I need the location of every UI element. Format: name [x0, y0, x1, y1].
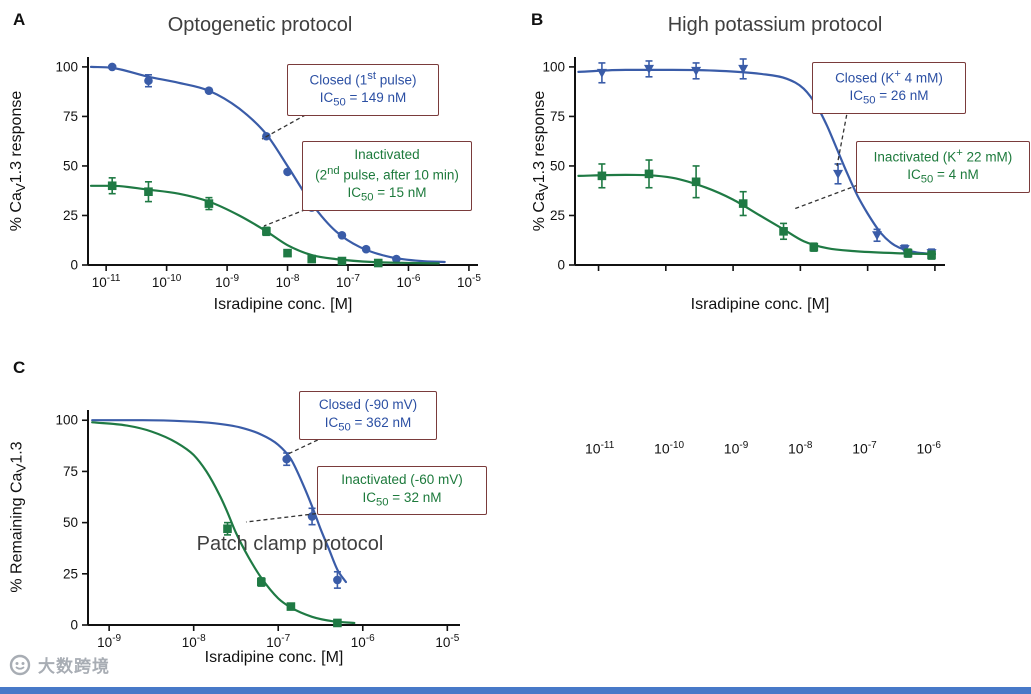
svg-text:50: 50	[550, 158, 565, 173]
panel-c-ylabel: % Remaining CaV1.3	[8, 441, 29, 593]
panel-label-c: C	[13, 358, 26, 377]
svg-text:10-6: 10-6	[351, 633, 375, 650]
svg-text:10-11: 10-11	[92, 273, 121, 290]
panel-high-potassium: 0 25 50 75 100 B High potassium protocol % C…	[515, 0, 1031, 352]
panel-a-title: Optogenetic protocol	[167, 14, 353, 36]
stray-tick-label: 10-9	[723, 440, 749, 457]
annotation-inactivated-minus60mv: Inactivated (-60 mV) IC50 = 32 nM	[317, 466, 487, 516]
stray-tick-label: 10-6	[916, 440, 941, 457]
svg-text:10-10: 10-10	[152, 273, 182, 290]
svg-text:10-5: 10-5	[457, 273, 481, 290]
stray-tick-label: 10-7	[852, 440, 877, 457]
panel-c-xlabel: Isradipine conc. [M]	[204, 649, 344, 666]
svg-text:10-8: 10-8	[276, 273, 300, 290]
svg-text:10-8: 10-8	[182, 633, 206, 650]
svg-text:25: 25	[550, 208, 565, 223]
stray-tick-label: 10-8	[788, 440, 813, 457]
annotation-closed-minus90mv: Closed (-90 mV) IC50 = 362 nM	[299, 391, 437, 441]
svg-text:100: 100	[542, 59, 565, 74]
stray-tick-label: 10-11	[585, 440, 615, 457]
footer-bar	[0, 687, 1031, 694]
watermark-logo-icon	[9, 654, 31, 675]
panel-patch-clamp: 10-9 10-8 10-7 10-6 10-5 0 25 50 75 100 C Patch c…	[0, 355, 515, 694]
watermark: 大数跨境	[8, 652, 110, 677]
svg-text:25: 25	[63, 566, 78, 581]
svg-text:0: 0	[70, 618, 78, 633]
watermark-text: 大数跨境	[38, 657, 110, 676]
svg-text:25: 25	[63, 208, 78, 223]
annotation-inactivated-2nd-pulse: Inactivated (2nd pulse, after 10 min) IC50…	[302, 141, 472, 211]
svg-text:75: 75	[550, 109, 565, 124]
svg-text:0: 0	[70, 258, 78, 273]
panel-a-ylabel: % CaV1.3 response	[8, 90, 29, 232]
svg-text:0: 0	[557, 258, 565, 273]
svg-text:10-6: 10-6	[396, 273, 420, 290]
annotation-closed-1st-pulse: Closed (1st pulse) IC50 = 149 nM	[287, 64, 439, 116]
panel-a-xlabel: Isradipine conc. [M]	[213, 296, 353, 313]
svg-text:10-5: 10-5	[435, 633, 459, 650]
high-potassium-plot: 0 25 50 75 100	[542, 57, 945, 273]
svg-text:10-7: 10-7	[266, 633, 290, 650]
annotation-inactivated-k22: Inactivated (K+ 22 mM) IC50 = 4 nM	[856, 141, 1030, 193]
panel-optogenetic: 10-11 10-10 10-9 10-8 10-7 10-6 10-5 0 25 50 75 100…	[0, 0, 515, 352]
svg-text:100: 100	[55, 59, 78, 74]
svg-text:10-9: 10-9	[215, 273, 239, 290]
svg-text:10-9: 10-9	[97, 633, 121, 650]
svg-text:75: 75	[63, 464, 78, 479]
panel-c-title: Patch clamp protocol	[196, 533, 384, 555]
panel-label-b: B	[531, 10, 544, 29]
panel-label-a: A	[13, 10, 26, 29]
svg-text:50: 50	[63, 515, 78, 530]
svg-text:100: 100	[55, 413, 78, 428]
svg-text:50: 50	[63, 158, 78, 173]
stray-x-tick-labels: 10-11 10-10 10-9 10-8 10-7 10-6	[585, 440, 941, 457]
stray-tick-label: 10-10	[654, 440, 685, 457]
patch-clamp-plot: 10-9 10-8 10-7 10-6 10-5 0 25 50 75 100	[55, 410, 460, 650]
panel-b-ylabel: % CaV1.3 response	[531, 90, 552, 232]
svg-text:10-7: 10-7	[336, 273, 360, 290]
panel-b-title: High potassium protocol	[667, 14, 883, 36]
annotation-closed-k4: Closed (K+ 4 mM) IC50 = 26 nM	[812, 62, 966, 114]
svg-text:75: 75	[63, 109, 78, 124]
panel-b-xlabel: Isradipine conc. [M]	[690, 296, 830, 313]
